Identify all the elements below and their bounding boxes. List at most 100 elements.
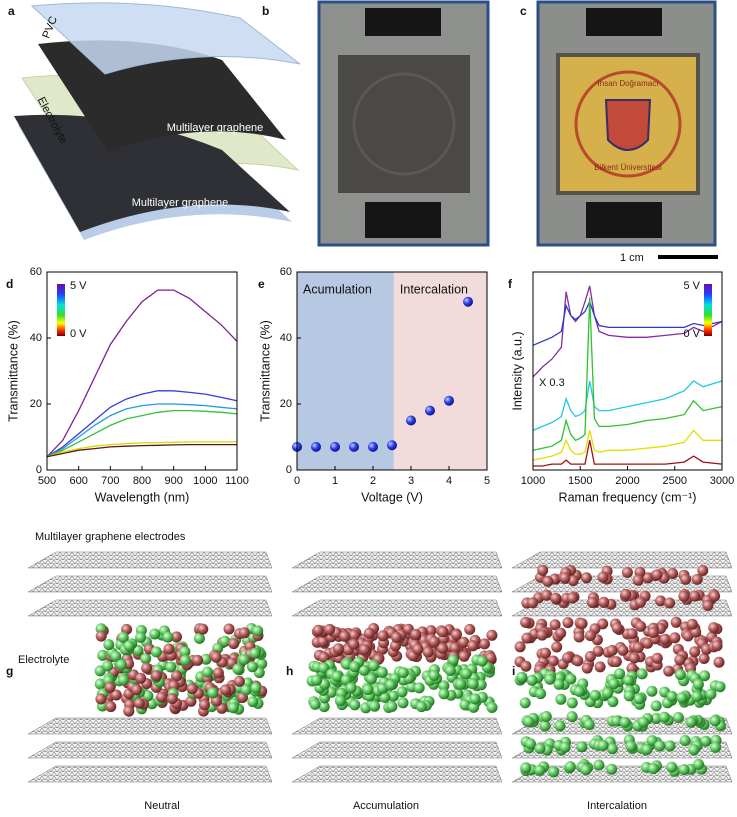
ion [535,688,547,700]
ion [659,633,671,645]
ion [693,758,705,770]
ion [334,695,346,707]
ion [576,618,588,630]
ion [593,759,605,771]
ion [348,629,360,641]
ion [428,670,440,681]
ion [580,764,592,776]
ion [377,630,389,642]
ion [670,616,682,628]
panel-label: g [6,664,13,678]
ion [633,693,645,705]
graphene-sheet [291,717,503,735]
ion [455,678,467,690]
ion [171,670,183,682]
graphene-sheet [291,765,503,783]
ion [110,689,122,701]
ion [525,738,536,750]
ion [331,671,343,682]
ion [537,564,549,576]
ion [549,619,561,631]
ion [220,684,232,696]
ion [458,650,470,662]
series-line [46,441,237,458]
ion [256,658,268,670]
device-schematic: PVC Electrolyte Multilayer graphene Mult… [14,2,301,240]
series-line [46,390,238,458]
ion [238,654,250,666]
ion [672,712,684,723]
ion [540,647,551,659]
photo-b [317,0,490,247]
ion [318,701,330,713]
x-tick-label: 3000 [710,475,734,487]
ion [464,623,476,635]
ion [700,735,712,747]
data-point [387,440,397,451]
ion [412,643,424,655]
ion [536,629,548,641]
y-tick-label: 40 [280,332,292,344]
ion [249,647,261,659]
ion [476,655,488,667]
data-point [311,441,321,452]
ion [238,627,250,639]
x-tick-label: 1500 [568,475,592,487]
colorbar-label: 5 V [70,280,87,292]
ion [586,597,598,608]
x-tick-label: 5 [484,475,490,487]
panel-label: f [508,277,513,291]
ion [598,596,610,608]
ion [521,632,533,644]
ion [621,566,633,578]
ion [359,644,370,656]
ion [594,661,606,673]
ion [651,569,663,581]
ion [602,687,614,699]
ion [711,640,723,652]
y-tick-label: 60 [280,266,292,278]
ion [339,630,351,642]
ion [610,656,622,668]
ion [197,623,209,635]
ion [667,568,679,579]
ion [674,669,686,681]
ion [318,662,330,674]
ion [583,719,595,731]
ion [460,668,472,680]
ion [179,654,191,666]
graphene-sheet [27,551,273,569]
ion [580,572,592,584]
graphene-sheet [27,717,273,735]
graphene-sheet [511,599,733,617]
colorbar-label: 5 V [683,280,700,292]
ion [416,701,427,713]
ion [135,672,147,684]
ion [425,625,437,637]
ion [592,645,604,657]
ion [559,741,571,753]
ion [685,716,697,728]
ion [555,693,567,705]
ion [692,678,704,690]
series-line [533,440,723,467]
photo-text: Ihsan Doğramacı [598,79,659,88]
clip [586,8,662,36]
ion [623,674,634,686]
ion [526,674,538,686]
ion [564,761,576,773]
x-tick-label: 2 [370,475,376,487]
ion [606,645,618,656]
colorbar [57,284,65,336]
ion [115,659,127,671]
ion [447,654,459,666]
graphene-sheet [291,551,503,569]
panel-label: c [520,4,527,18]
ion [626,662,638,674]
data-point [368,441,378,452]
y-tick-label: 20 [280,398,292,410]
ion [324,623,336,635]
ion [713,656,725,668]
annotation: X 0.3 [539,377,565,389]
